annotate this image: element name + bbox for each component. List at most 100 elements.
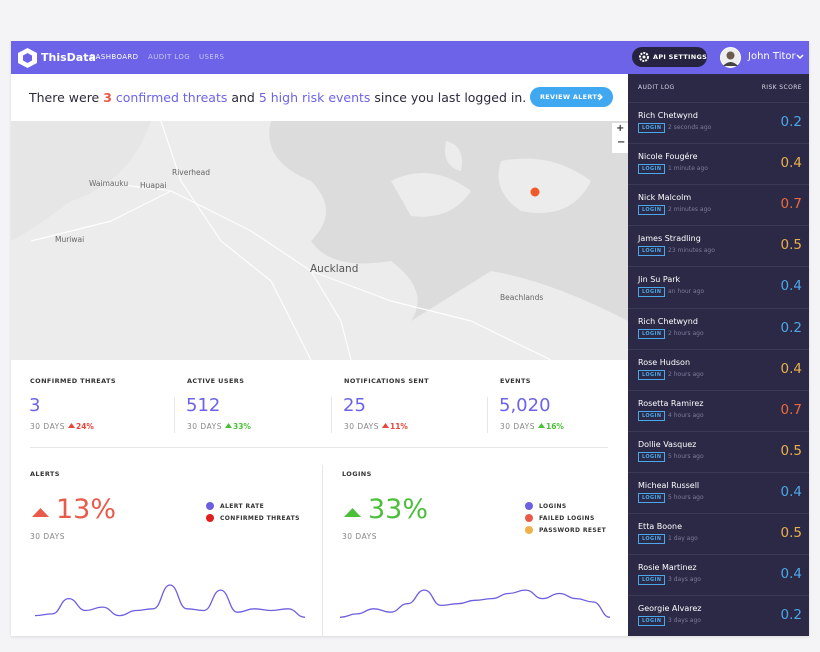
audit-row[interactable]: Rose Hudson LOGIN 2 hours ago 0.4 xyxy=(628,348,809,391)
audit-row[interactable]: Jin Su Park LOGIN an hour ago 0.4 xyxy=(628,266,809,308)
trend-icon xyxy=(382,423,389,428)
risk-score: 0.4 xyxy=(780,360,802,377)
trend-icon xyxy=(538,423,545,428)
user-name: Jin Su Park xyxy=(638,275,681,285)
audit-row[interactable]: James Stradling LOGIN 23 minutes ago 0.5 xyxy=(628,225,809,267)
sidebar-title: AUDIT LOG xyxy=(638,84,675,91)
audit-row[interactable]: Georgie Alvarez LOGIN 3 days ago 0.2 xyxy=(628,595,809,637)
map-label: Waimauku xyxy=(89,179,129,188)
nav-link[interactable]: DASHBOARD xyxy=(90,53,139,61)
event-badge: LOGIN xyxy=(638,123,666,133)
triangle xyxy=(32,508,49,517)
stat-label: ACTIVE USERS xyxy=(187,377,245,385)
user-name: Rose Hudson xyxy=(638,357,691,367)
risk-score: 0.5 xyxy=(780,525,802,541)
button-label: REVIEW ALERTS xyxy=(540,93,603,101)
event-time: 5 hours ago xyxy=(668,493,704,501)
map xyxy=(11,121,628,360)
legend-swatch xyxy=(525,526,533,534)
panel-title: LOGINS xyxy=(342,470,372,478)
audit-row[interactable]: Etta Boone LOGIN 1 day ago 0.5 xyxy=(628,513,809,555)
dot xyxy=(525,514,533,522)
logo xyxy=(18,48,37,68)
audit-row[interactable]: Rich Chetwynd LOGIN 2 hours ago 0.2 xyxy=(628,307,809,350)
stat-period: 30 DAYS xyxy=(30,422,65,431)
trend-icon xyxy=(32,508,49,517)
nav-link[interactable]: AUDIT LOG xyxy=(148,53,191,61)
panel-title: ALERTS xyxy=(30,470,60,478)
stat-value: 5,020 xyxy=(499,395,551,416)
audit-row[interactable]: Rosetta Ramirez LOGIN 4 hours ago 0.7 xyxy=(628,389,809,432)
nav-link[interactable]: USERS xyxy=(199,53,225,61)
user-name: Rosie Martinez xyxy=(638,563,697,573)
divider xyxy=(487,397,488,433)
location-marker[interactable] xyxy=(530,187,540,197)
panel-value: 33% xyxy=(368,494,429,525)
stat-value: 3 xyxy=(29,395,41,416)
event-badge: LOGIN xyxy=(638,369,666,380)
event-time: 1 minute ago xyxy=(668,165,708,173)
legend-label: LOGINS xyxy=(539,503,567,510)
event-time: 3 days ago xyxy=(668,576,701,584)
legend-swatch xyxy=(206,502,214,510)
zoom-control[interactable] xyxy=(612,123,628,153)
text: confirmed threats xyxy=(111,90,228,105)
audit-row[interactable]: Nick Malcolm LOGIN 2 minutes ago 0.7 xyxy=(628,184,809,226)
button-label: API SETTINGS xyxy=(653,53,708,61)
panel-period: 30 DAYS xyxy=(30,532,65,541)
audit-row[interactable]: Micheal Russell LOGIN 5 hours ago 0.4 xyxy=(628,471,809,514)
panel-period: 30 DAYS xyxy=(342,532,377,541)
risk-score: 0.2 xyxy=(780,607,802,624)
divider xyxy=(30,447,608,448)
divider xyxy=(174,397,175,433)
triangle xyxy=(382,423,389,428)
zoom-out[interactable]: − xyxy=(617,137,626,148)
triangle xyxy=(538,423,545,428)
audit-row[interactable]: Nicole Fougére LOGIN 1 minute ago 0.4 xyxy=(628,143,809,185)
user-name: Dollie Vasquez xyxy=(638,439,697,449)
sparkline-path xyxy=(35,584,305,618)
text: high risk events xyxy=(266,90,371,105)
panel-value: 13% xyxy=(56,494,117,525)
event-badge: LOGIN xyxy=(638,287,666,298)
triangle xyxy=(225,423,232,428)
risk-score: 0.7 xyxy=(780,196,802,213)
risk-score: 0.4 xyxy=(780,155,802,172)
chevron xyxy=(598,93,603,101)
stat-change: 33% xyxy=(233,422,251,431)
stat-period: 30 DAYS xyxy=(500,422,535,431)
audit-row[interactable]: Rich Chetwynd LOGIN 2 seconds ago 0.2 xyxy=(628,102,809,144)
api-settings-button[interactable]: API SETTINGS xyxy=(632,47,707,67)
avatar xyxy=(720,47,741,68)
event-time: 2 minutes ago xyxy=(668,206,712,214)
legend-swatch xyxy=(525,514,533,522)
map-label: Riverhead xyxy=(172,168,211,177)
zoom-in[interactable]: + xyxy=(616,123,625,134)
triangle xyxy=(68,423,75,428)
user-name: Nick Malcolm xyxy=(638,193,692,203)
event-time: 2 hours ago xyxy=(668,329,704,337)
event-time: an hour ago xyxy=(668,288,705,296)
audit-row[interactable]: Dollie Vasquez LOGIN 5 hours ago 0.5 xyxy=(628,430,809,473)
review-alerts-button[interactable]: REVIEW ALERTS xyxy=(530,87,613,107)
text: and xyxy=(227,90,259,105)
legend-label: PASSWORD RESET xyxy=(539,527,607,534)
audit-log-sidebar: AUDIT LOG RISK SCORE Rich Chetwynd LOGIN 2… xyxy=(628,74,809,636)
stat-label: EVENTS xyxy=(500,377,531,385)
user-name: Rich Chetwynd xyxy=(638,316,698,326)
event-badge: LOGIN xyxy=(638,492,666,503)
user-name: Nicole Fougére xyxy=(638,152,698,162)
risk-score: 0.7 xyxy=(780,401,802,418)
user-name[interactable]: John Titor xyxy=(748,51,796,62)
event-badge: LOGIN xyxy=(638,205,666,216)
event-time: 2 hours ago xyxy=(668,370,704,378)
event-time: 3 days ago xyxy=(668,617,701,625)
event-badge: LOGIN xyxy=(638,534,666,544)
audit-row[interactable]: Rosie Martinez LOGIN 3 days ago 0.4 xyxy=(628,554,809,596)
event-time: 5 hours ago xyxy=(668,452,704,460)
user-name: Micheal Russell xyxy=(638,480,700,490)
text: There were xyxy=(29,90,104,105)
top-bar: ThisData DASHBOARD AUDIT LOG USERS API S… xyxy=(11,41,809,74)
risk-score: 0.5 xyxy=(780,237,802,254)
